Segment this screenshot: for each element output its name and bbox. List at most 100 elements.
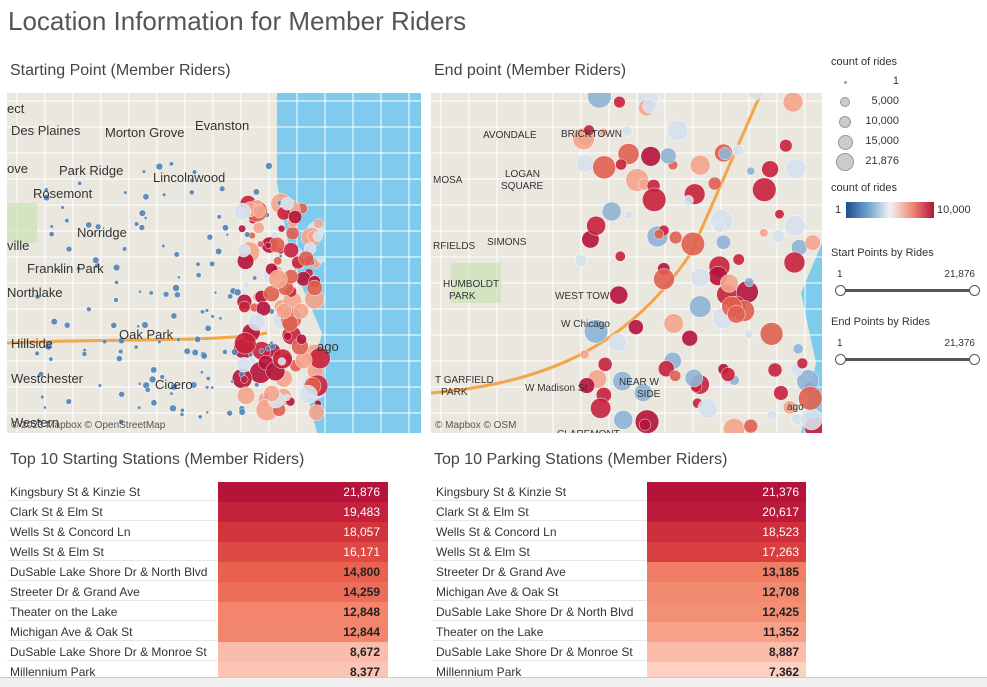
station-marker (183, 347, 191, 355)
station-marker (578, 377, 596, 394)
ride-count: 18,523 (647, 522, 806, 542)
station-marker (306, 279, 323, 296)
map[interactable]: AVONDALE BRICKTOWN LOGAN SQUARE MOSA RFIELDS S… (431, 93, 822, 433)
map-label: Des Plaines (11, 123, 81, 138)
map-label: Norridge (77, 225, 127, 240)
map-label: MOSA (433, 175, 463, 186)
ride-count: 21,876 (218, 482, 388, 502)
station-marker (269, 343, 277, 351)
station-marker (34, 350, 40, 356)
station-marker (34, 294, 41, 300)
station-marker (288, 210, 303, 224)
station-marker (112, 264, 121, 272)
station-marker (720, 367, 736, 382)
ride-count: 12,425 (647, 602, 806, 622)
map-label: HUMBOLDT (443, 279, 499, 290)
station-marker (226, 409, 233, 417)
station-marker (94, 262, 101, 269)
station-marker (219, 185, 226, 192)
map-label: W Madison St (525, 383, 587, 394)
filter-title: End Points by Rides (831, 316, 931, 328)
filter-max: 21,376 (944, 338, 975, 349)
station-marker (767, 362, 783, 378)
station-name: Theater on the Lake (7, 602, 217, 621)
station-marker (682, 195, 694, 206)
map-attribution: © 2023 Mapbox © OpenStreetMap (11, 420, 166, 431)
station-marker (744, 277, 755, 288)
station-marker (157, 339, 162, 344)
station-marker (723, 418, 745, 433)
station-name: Wells St & Elm St (7, 542, 217, 561)
size-swatch (839, 116, 851, 128)
station-marker (732, 253, 745, 266)
station-marker (774, 209, 785, 220)
station-marker (150, 399, 158, 407)
station-marker (613, 410, 634, 430)
slider-handle[interactable] (835, 285, 846, 296)
station-marker (283, 394, 291, 401)
station-marker (697, 398, 719, 419)
station-marker (57, 268, 62, 273)
station-marker (40, 394, 45, 400)
station-name: Kingsbury St & Kinzie St (7, 482, 217, 501)
station-marker (76, 266, 81, 271)
station-marker (197, 414, 203, 420)
station-marker (590, 397, 612, 419)
station-marker (172, 284, 180, 292)
station-marker (209, 260, 216, 267)
station-marker (653, 229, 665, 240)
station-marker (43, 187, 49, 193)
station-marker (155, 162, 164, 171)
station-marker (238, 224, 247, 233)
size-swatch (840, 97, 850, 107)
station-marker (42, 405, 47, 410)
slider-handle[interactable] (835, 354, 846, 365)
station-name: DuSable Lake Shore Dr & North Blvd (7, 562, 217, 581)
station-marker (114, 280, 119, 285)
station-name: Millennium Park (433, 662, 646, 677)
station-marker (150, 366, 158, 374)
station-marker (216, 214, 222, 220)
table-row: Kingsbury St & Kinzie St 21,876 (7, 482, 388, 502)
map-label: RFIELDS (433, 241, 476, 252)
map-title: End point (Member Riders) (434, 62, 627, 79)
map[interactable]: ect Des Plaines Morton Grove Evanston ove Par… (7, 93, 421, 433)
station-marker (298, 250, 315, 267)
station-marker (234, 332, 257, 355)
lake (277, 93, 421, 433)
station-marker (225, 232, 230, 237)
station-marker (148, 375, 157, 384)
map-title: Starting Point (Member Riders) (10, 62, 231, 79)
table-title: Top 10 Parking Stations (Member Riders) (434, 451, 728, 468)
station-marker (785, 158, 807, 180)
slider-handle[interactable] (969, 285, 980, 296)
station-marker (597, 357, 613, 372)
station-marker (136, 324, 140, 329)
station-marker (680, 231, 705, 257)
station-marker (771, 229, 786, 244)
map-label: PARK (441, 387, 468, 398)
station-marker (159, 374, 165, 380)
station-marker (90, 231, 95, 236)
sheet-tabs[interactable] (0, 677, 987, 687)
station-marker (312, 231, 323, 242)
station-marker (623, 210, 634, 220)
highway (431, 93, 763, 395)
map-label: SQUARE (501, 181, 544, 192)
ride-count: 20,617 (647, 502, 806, 522)
map-label: Westchester (11, 371, 84, 386)
ride-count: 14,259 (218, 582, 388, 602)
station-marker (252, 221, 265, 234)
station-marker (63, 322, 71, 329)
station-marker (574, 253, 588, 267)
slider-track (839, 358, 975, 361)
station-marker (200, 352, 208, 360)
station-marker (285, 226, 300, 241)
station-name: Michigan Ave & Oak St (433, 582, 646, 601)
legend-title: count of rides (831, 182, 898, 194)
legend-title: count of rides (831, 56, 898, 68)
slider-handle[interactable] (969, 354, 980, 365)
station-marker (138, 224, 146, 231)
station-marker (218, 316, 223, 321)
